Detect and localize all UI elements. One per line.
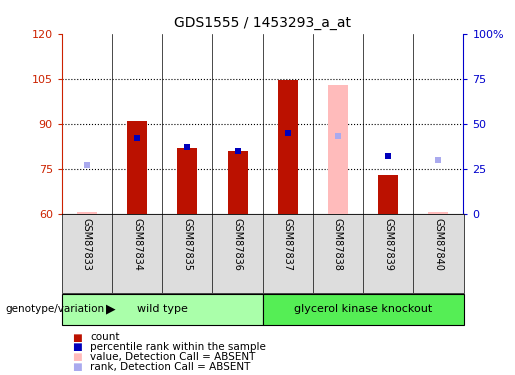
Text: GSM87839: GSM87839 [383,217,393,271]
Bar [428,212,449,214]
Point [133,135,141,141]
Text: GSM87837: GSM87837 [283,217,293,271]
Text: GSM87840: GSM87840 [434,217,443,271]
Text: GSM87836: GSM87836 [233,217,243,271]
Text: genotype/variation: genotype/variation [5,304,104,314]
Point [334,134,342,140]
Text: ■: ■ [73,342,82,352]
Bar [228,151,248,214]
Text: percentile rank within the sample: percentile rank within the sample [90,342,266,352]
Text: count: count [90,333,119,342]
Text: ▶: ▶ [106,303,115,316]
Text: GSM87834: GSM87834 [132,217,142,271]
Text: wild type: wild type [137,304,187,314]
Bar [328,85,348,214]
Point [384,153,392,159]
Point [83,162,91,168]
Bar [278,80,298,214]
Text: GSM87835: GSM87835 [182,217,192,271]
Text: GSM87838: GSM87838 [333,217,343,271]
Bar [177,148,197,214]
Text: ■: ■ [73,333,82,342]
Bar [263,294,464,324]
Text: rank, Detection Call = ABSENT: rank, Detection Call = ABSENT [90,362,250,372]
Text: ■: ■ [73,352,82,362]
Text: GSM87833: GSM87833 [82,217,92,271]
Point [233,148,242,154]
Text: ■: ■ [73,362,82,372]
Bar [62,294,263,324]
Text: glycerol kinase knockout: glycerol kinase knockout [294,304,432,314]
Bar [77,212,97,214]
Bar [378,175,398,214]
Bar [127,121,147,214]
Text: value, Detection Call = ABSENT: value, Detection Call = ABSENT [90,352,255,362]
Point [183,144,192,150]
Point [434,157,442,163]
Point [284,130,292,136]
Title: GDS1555 / 1453293_a_at: GDS1555 / 1453293_a_at [174,16,351,30]
